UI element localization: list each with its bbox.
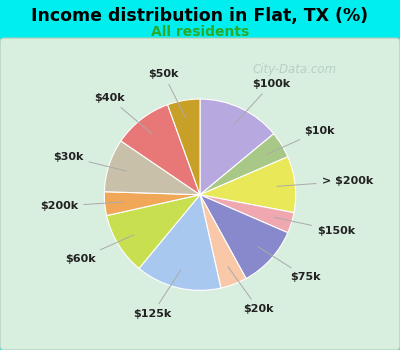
Wedge shape	[168, 99, 200, 195]
Wedge shape	[104, 141, 200, 195]
Text: $20k: $20k	[228, 267, 274, 314]
Text: $100k: $100k	[234, 79, 290, 125]
Text: $50k: $50k	[148, 69, 186, 119]
Text: $30k: $30k	[53, 152, 126, 171]
FancyBboxPatch shape	[0, 38, 400, 350]
Text: $40k: $40k	[94, 93, 152, 134]
Wedge shape	[104, 192, 200, 216]
Text: $125k: $125k	[133, 270, 181, 319]
Wedge shape	[107, 195, 200, 268]
Wedge shape	[200, 134, 288, 195]
Wedge shape	[121, 105, 200, 195]
Text: $10k: $10k	[266, 126, 335, 155]
Text: $60k: $60k	[65, 235, 134, 264]
Wedge shape	[200, 157, 296, 213]
Wedge shape	[200, 195, 288, 279]
Wedge shape	[200, 195, 294, 233]
Text: $200k: $200k	[40, 201, 123, 211]
Wedge shape	[139, 195, 221, 290]
Text: > $200k: > $200k	[277, 176, 373, 186]
Text: City-Data.com: City-Data.com	[253, 63, 337, 77]
Text: All residents: All residents	[151, 25, 249, 39]
Text: $75k: $75k	[258, 246, 321, 282]
Text: $150k: $150k	[274, 217, 355, 236]
Wedge shape	[200, 99, 274, 195]
Wedge shape	[200, 195, 246, 288]
Text: Income distribution in Flat, TX (%): Income distribution in Flat, TX (%)	[32, 7, 368, 25]
